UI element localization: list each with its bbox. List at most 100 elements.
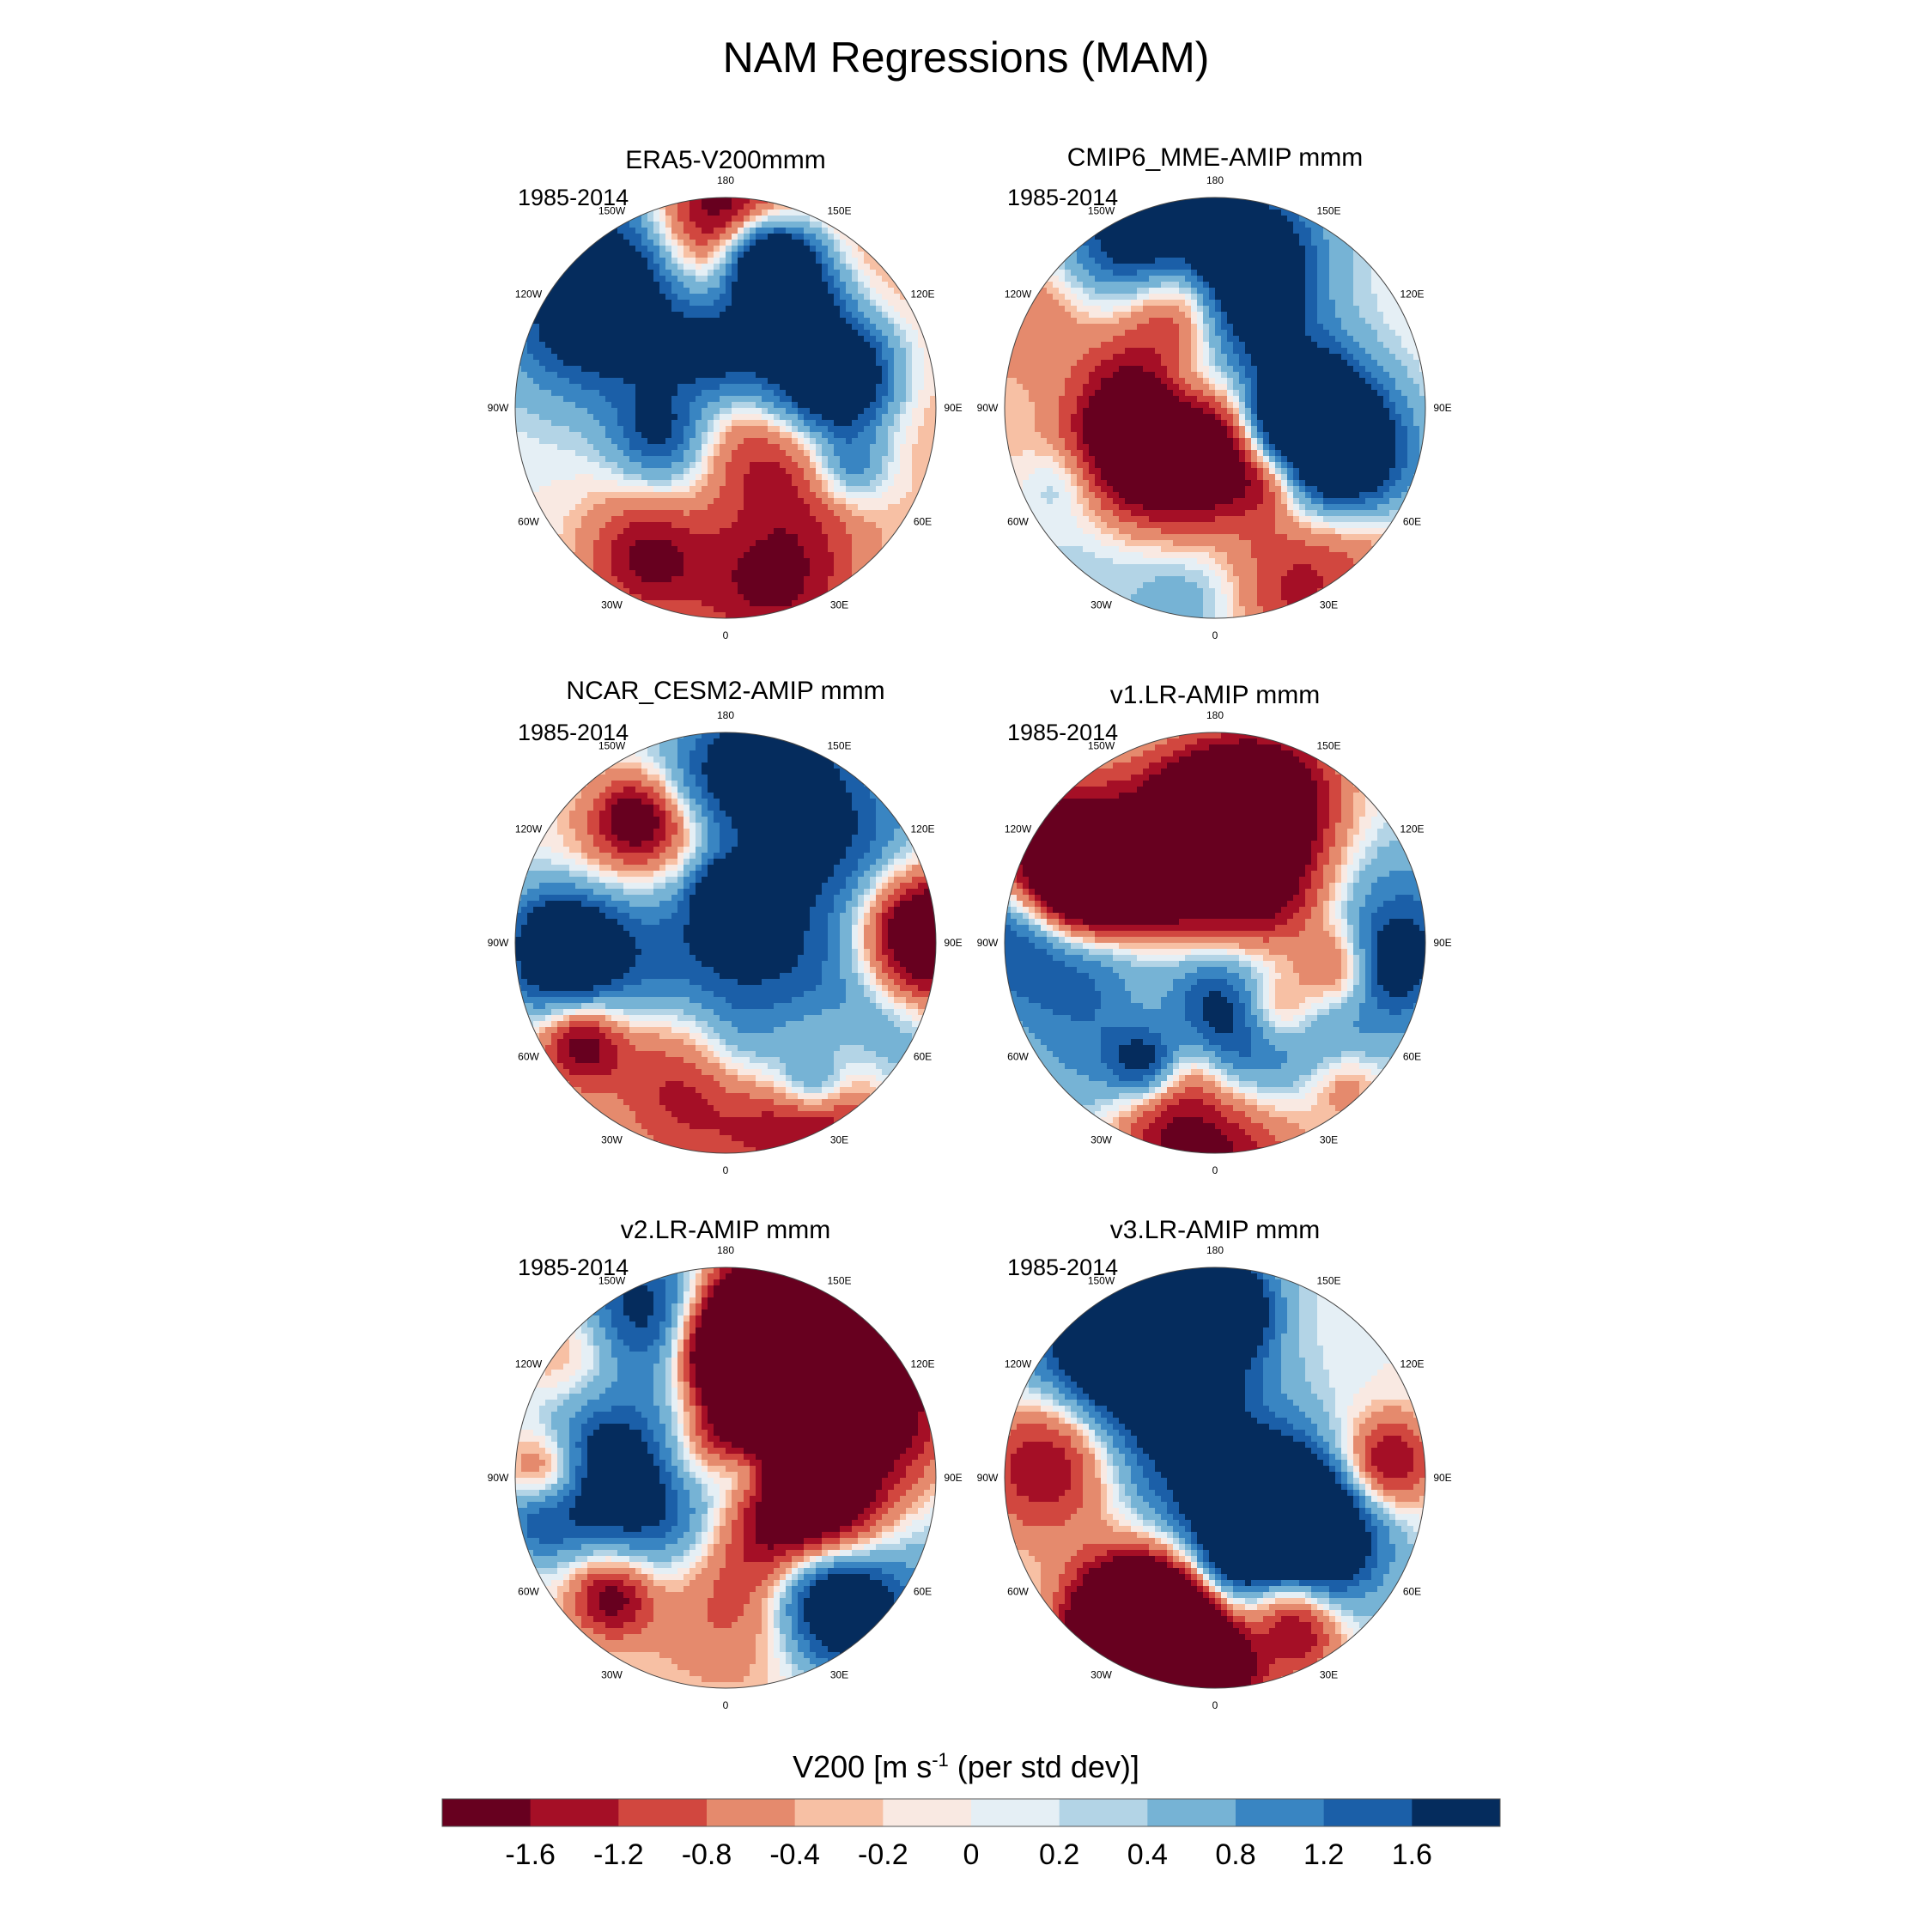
colorbar-label: 1.6 <box>1392 1838 1432 1871</box>
longitude-label: 60W <box>518 1586 539 1598</box>
colorbar-swatch <box>530 1799 619 1826</box>
colorbar-swatch <box>707 1799 796 1826</box>
longitude-label: 0 <box>723 1699 729 1711</box>
longitude-label: 90W <box>488 937 509 949</box>
panel-title: v1.LR-AMIP mmm <box>975 681 1455 710</box>
polar-map: 180 150E 120E 90E 60E 30E 0 30W 60W 90W 120W 150W <box>488 709 963 1176</box>
colorbar-swatch <box>1323 1799 1413 1826</box>
longitude-label: 150E <box>827 740 851 752</box>
longitude-label: 30E <box>830 1668 848 1680</box>
longitude-label: 30W <box>1091 1668 1112 1680</box>
longitude-label: 90E <box>1433 937 1451 949</box>
longitude-label: 30W <box>601 598 623 611</box>
longitude-label: 30W <box>1091 1133 1112 1145</box>
longitude-label: 60W <box>518 1051 539 1063</box>
longitude-label: 30E <box>830 1133 848 1145</box>
panel-period: 1985-2014 <box>1007 1255 1118 1281</box>
longitude-label: 30W <box>601 1133 623 1145</box>
colorbar-label: -0.8 <box>682 1838 732 1871</box>
longitude-label: 150W <box>1088 740 1115 752</box>
longitude-label: 150W <box>1088 1275 1115 1287</box>
map-panel-v3-lr: 180 150E 120E 90E 60E 30E 0 30W 60W 90W 120W 150W v… <box>975 1212 1455 1727</box>
panel-title: CMIP6_MME-AMIP mmm <box>975 143 1455 173</box>
longitude-label: 90W <box>977 1472 999 1484</box>
longitude-label: 0 <box>723 1164 729 1176</box>
longitude-label: 150W <box>598 1275 626 1287</box>
map-panel-ncar-cesm2: 180 150E 120E 90E 60E 30E 0 30W 60W 90W 120W 150W N… <box>485 677 966 1192</box>
longitude-label: 150E <box>1316 740 1340 752</box>
colorbar-title: V200 [m s-1 (per std dev)] <box>0 1749 1932 1785</box>
colorbar-label: -1.6 <box>505 1838 556 1871</box>
longitude-label: 30E <box>830 598 848 611</box>
longitude-label: 150E <box>1316 205 1340 217</box>
colorbar-swatch <box>1412 1799 1501 1826</box>
longitude-label: 60W <box>1007 1586 1029 1598</box>
colorbar-title-sup: -1 <box>932 1749 949 1771</box>
colorbar-swatch <box>1147 1799 1236 1826</box>
longitude-label: 60E <box>1403 1586 1421 1598</box>
colorbar-swatch <box>618 1799 708 1826</box>
longitude-label: 60E <box>914 516 932 528</box>
longitude-label: 90E <box>944 1472 962 1484</box>
panel-title: ERA5-V200mmm <box>485 146 966 175</box>
colorbar-label: -0.2 <box>858 1838 908 1871</box>
longitude-label: 120E <box>910 289 934 301</box>
panel-period: 1985-2014 <box>1007 185 1118 211</box>
figure-title: NAM Regressions (MAM) <box>0 33 1932 82</box>
colorbar-label: 0.4 <box>1127 1838 1168 1871</box>
longitude-label: 180 <box>717 709 734 721</box>
longitude-label: 150E <box>1316 1275 1340 1287</box>
longitude-label: 90W <box>488 1472 509 1484</box>
longitude-label: 60W <box>518 516 539 528</box>
panel-period: 1985-2014 <box>518 720 629 746</box>
longitude-label: 120E <box>910 823 934 835</box>
colorbar-swatch <box>883 1799 972 1826</box>
panel-title: v2.LR-AMIP mmm <box>485 1216 966 1245</box>
colorbar-swatch <box>1236 1799 1325 1826</box>
map-panel-era5: 180 150E 120E 90E 60E 30E 0 30W 60W 90W 120W 150W E… <box>485 142 966 657</box>
longitude-label: 120E <box>1400 1358 1424 1370</box>
longitude-label: 120W <box>515 1358 543 1370</box>
longitude-label: 60E <box>1403 516 1421 528</box>
panel-period: 1985-2014 <box>518 185 629 211</box>
longitude-label: 0 <box>1212 629 1218 641</box>
colorbar-label: 0.8 <box>1215 1838 1255 1871</box>
longitude-label: 90E <box>944 402 962 414</box>
longitude-label: 0 <box>1212 1699 1218 1711</box>
longitude-label: 30E <box>1320 1133 1338 1145</box>
longitude-label: 180 <box>1206 709 1224 721</box>
longitude-label: 120E <box>910 1358 934 1370</box>
colorbar-swatch <box>1059 1799 1148 1826</box>
longitude-label: 60W <box>1007 516 1029 528</box>
colorbar-label: -0.4 <box>769 1838 820 1871</box>
colorbar-label: 0.2 <box>1039 1838 1079 1871</box>
longitude-label: 0 <box>723 629 729 641</box>
colorbar-title-main: V200 [m s <box>793 1749 932 1784</box>
polar-map: 180 150E 120E 90E 60E 30E 0 30W 60W 90W 120W 150W <box>977 1244 1452 1711</box>
longitude-label: 120W <box>1005 289 1032 301</box>
polar-map: 180 150E 120E 90E 60E 30E 0 30W 60W 90W 120W 150W <box>977 174 1452 641</box>
longitude-label: 120E <box>1400 823 1424 835</box>
longitude-label: 90E <box>1433 402 1451 414</box>
longitude-label: 60E <box>1403 1051 1421 1063</box>
polar-map: 180 150E 120E 90E 60E 30E 0 30W 60W 90W 120W 150W <box>488 174 963 641</box>
longitude-label: 90E <box>1433 1472 1451 1484</box>
longitude-label: 180 <box>1206 1244 1224 1256</box>
longitude-label: 180 <box>717 174 734 186</box>
colorbar-label: 0 <box>963 1838 980 1871</box>
longitude-label: 150W <box>598 205 626 217</box>
panel-period: 1985-2014 <box>1007 720 1118 746</box>
longitude-label: 180 <box>1206 174 1224 186</box>
longitude-label: 150W <box>598 740 626 752</box>
longitude-label: 150E <box>827 205 851 217</box>
longitude-label: 150W <box>1088 205 1115 217</box>
polar-map: 180 150E 120E 90E 60E 30E 0 30W 60W 90W 120W 150W <box>488 1244 963 1711</box>
longitude-label: 30W <box>1091 598 1112 611</box>
panel-title: NCAR_CESM2-AMIP mmm <box>485 677 966 706</box>
polar-map: 180 150E 120E 90E 60E 30E 0 30W 60W 90W 120W 150W <box>977 709 1452 1176</box>
colorbar-swatch <box>971 1799 1060 1826</box>
longitude-label: 60E <box>914 1051 932 1063</box>
colorbar-swatch <box>794 1799 884 1826</box>
map-panel-v2-lr: 180 150E 120E 90E 60E 30E 0 30W 60W 90W 120W 150W v… <box>485 1212 966 1727</box>
